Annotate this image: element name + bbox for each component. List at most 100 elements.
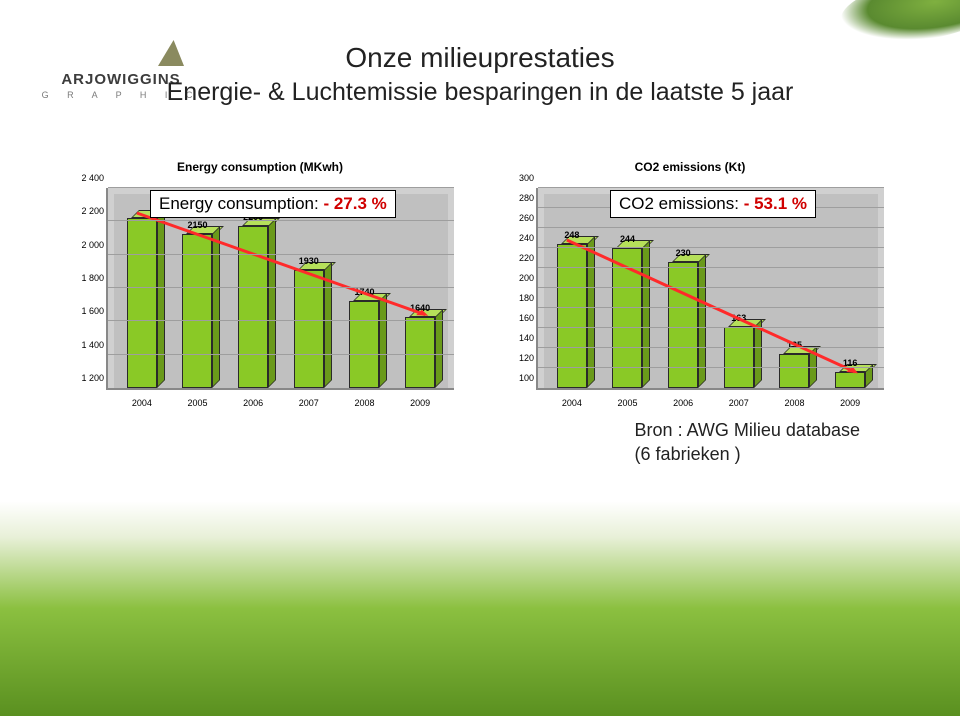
y-tick-label: 1 200 — [64, 373, 104, 383]
x-tick-label: 2008 — [774, 398, 814, 408]
co2-chart-box: 2482004244200523020061632007135200811620… — [490, 184, 890, 414]
energy-annotation-label: Energy consumption: — [159, 194, 319, 213]
bar-value-label: 2150 — [187, 220, 207, 230]
bar-front — [835, 372, 865, 388]
gridline — [538, 307, 884, 308]
y-tick-label: 280 — [494, 193, 534, 203]
gridline — [538, 187, 884, 188]
y-tick-label: 300 — [494, 173, 534, 183]
bar-front — [668, 262, 698, 388]
y-tick-label: 180 — [494, 293, 534, 303]
bar: 21502005 — [179, 194, 215, 388]
gridline — [538, 227, 884, 228]
co2-annotation-pct: - 53.1 % — [744, 194, 807, 213]
x-tick-label: 2006 — [233, 398, 273, 408]
bar: 1352008 — [776, 194, 812, 388]
y-tick-label: 140 — [494, 333, 534, 343]
gridline — [108, 320, 454, 321]
y-tick-label: 240 — [494, 233, 534, 243]
bar-side — [587, 236, 595, 388]
bar-value-label: 1930 — [299, 256, 319, 266]
y-tick-label: 2 200 — [64, 206, 104, 216]
gridline — [108, 354, 454, 355]
gridline — [108, 287, 454, 288]
bar-value-label: 230 — [676, 248, 691, 258]
energy-plot: 2004 21502005 22002006 19302007 17402008 1640… — [106, 188, 454, 390]
gridline — [108, 187, 454, 188]
bar-shape: 230 — [668, 262, 698, 388]
x-tick-label: 2005 — [177, 398, 217, 408]
bar-side — [324, 262, 332, 388]
slide-subtitle: Energie- & Luchtemissie besparingen in d… — [0, 78, 960, 107]
co2-annotation-label: CO2 emissions: — [619, 194, 739, 213]
bar-shape: 2150 — [182, 234, 212, 388]
bar-side — [268, 218, 276, 388]
bar: 2442005 — [609, 194, 645, 388]
y-tick-label: 200 — [494, 273, 534, 283]
x-tick-label: 2009 — [830, 398, 870, 408]
bar-front — [127, 218, 157, 388]
y-tick-label: 1 600 — [64, 306, 104, 316]
y-tick-label: 1 400 — [64, 340, 104, 350]
bar-shape: 1740 — [349, 301, 379, 388]
bar-side — [754, 319, 762, 388]
bar: 2482004 — [554, 194, 590, 388]
co2-annotation: CO2 emissions: - 53.1 % — [610, 190, 816, 218]
x-tick-label: 2007 — [719, 398, 759, 408]
y-tick-label: 1 800 — [64, 273, 104, 283]
bar-value-label: 244 — [620, 234, 635, 244]
bar-shape: 135 — [779, 354, 809, 388]
bar-shape: 163 — [724, 327, 754, 388]
gridline — [538, 247, 884, 248]
x-tick-label: 2007 — [289, 398, 329, 408]
energy-annotation-pct: - 27.3 % — [323, 194, 386, 213]
energy-chart-box: 2004215020052200200619302007174020081640… — [60, 184, 460, 414]
bar-front — [724, 327, 754, 388]
source-note: Bron : AWG Milieu database (6 fabrieken … — [635, 418, 860, 467]
gridline — [108, 254, 454, 255]
bar-value-label: 1740 — [354, 287, 374, 297]
bar-shape — [127, 218, 157, 388]
y-tick-label: 160 — [494, 313, 534, 323]
x-tick-label: 2006 — [663, 398, 703, 408]
y-tick-label: 220 — [494, 253, 534, 263]
y-tick-label: 120 — [494, 353, 534, 363]
gridline — [538, 267, 884, 268]
source-line-1: Bron : AWG Milieu database — [635, 418, 860, 442]
top-banner — [0, 0, 960, 28]
energy-bars: 2004 21502005 22002006 19302007 17402008 1640… — [114, 194, 448, 388]
bar: 16402009 — [402, 194, 438, 388]
bar: 1162009 — [832, 194, 868, 388]
bar: 17402008 — [346, 194, 382, 388]
bar-side — [379, 293, 387, 388]
y-tick-label: 2 400 — [64, 173, 104, 183]
bar-side — [157, 210, 165, 388]
bar-shape: 1640 — [405, 317, 435, 388]
x-tick-label: 2008 — [344, 398, 384, 408]
gridline — [538, 287, 884, 288]
gridline — [108, 220, 454, 221]
x-tick-label: 2004 — [122, 398, 162, 408]
x-tick-label: 2009 — [400, 398, 440, 408]
bar: 2004 — [124, 194, 160, 388]
bar-front — [349, 301, 379, 388]
y-tick-label: 100 — [494, 373, 534, 383]
bar: 19302007 — [291, 194, 327, 388]
source-line-2: (6 fabrieken ) — [635, 442, 860, 466]
x-tick-label: 2004 — [552, 398, 592, 408]
co2-chart: CO2 emissions (Kt) 248200424420052302006… — [490, 160, 890, 414]
bar-front — [182, 234, 212, 388]
bar: 22002006 — [235, 194, 271, 388]
bar-shape: 116 — [835, 372, 865, 388]
bar-value-label: 163 — [731, 313, 746, 323]
co2-chart-title: CO2 emissions (Kt) — [490, 160, 890, 174]
slide-title: Onze milieuprestaties — [0, 42, 960, 74]
bar-value-label: 135 — [787, 340, 802, 350]
x-tick-label: 2005 — [607, 398, 647, 408]
co2-bars: 2482004244200523020061632007135200811620… — [544, 194, 878, 388]
bar-side — [642, 240, 650, 388]
bar-value-label: 1640 — [410, 303, 430, 313]
bar-shape: 2200 — [238, 226, 268, 388]
energy-chart: Energy consumption (MKwh) 20042150200522… — [60, 160, 460, 414]
energy-annotation: Energy consumption: - 27.3 % — [150, 190, 396, 218]
